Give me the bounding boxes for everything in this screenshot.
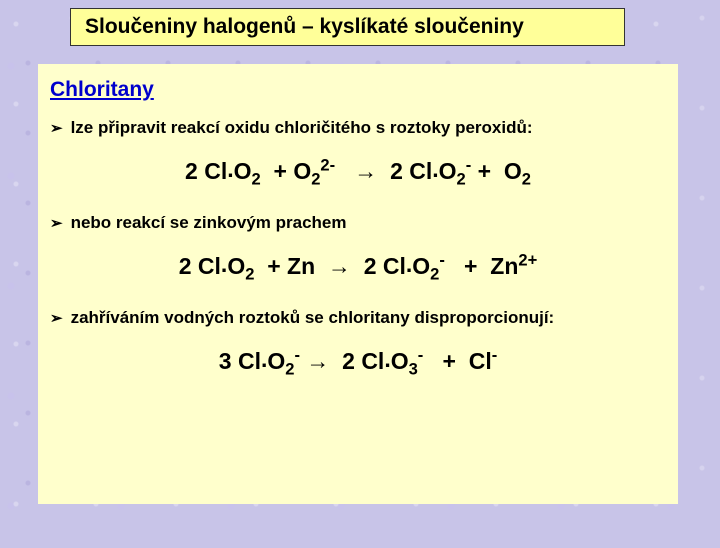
eq3-arrow: →	[306, 348, 329, 374]
equation-1: 2 Cl.O2 + O22- → 2 Cl.O2- + O2	[38, 158, 678, 185]
eq3-cl1: Cl	[238, 348, 261, 374]
eq1-lcoef1: 2	[185, 158, 198, 184]
eq2-dot2: .	[406, 251, 412, 277]
title-text: Sloučeniny halogenů – kyslíkaté sloučeni…	[85, 15, 524, 38]
eq3-cl2: Cl	[361, 348, 384, 374]
bullet-2-text: nebo reakcí se zinkovým prachem	[71, 213, 347, 233]
eq1-plus2: +	[478, 158, 491, 184]
eq1-sub3: 2	[457, 170, 466, 189]
eq2-o1: O	[227, 253, 245, 279]
equation-3: 3 Cl.O2- → 2 Cl.O3- + Cl-	[38, 348, 678, 375]
eq1-plus1: +	[273, 158, 286, 184]
eq1-sub4: 2	[522, 170, 531, 189]
eq2-cl2: Cl	[383, 253, 406, 279]
eq1-o3: O	[439, 158, 457, 184]
eq2-sub2: 2	[430, 265, 439, 284]
bullet-icon: ➢	[50, 118, 63, 140]
eq2-rcoef1: 2	[364, 253, 377, 279]
eq1-o4: O	[504, 158, 522, 184]
eq2-sub1: 2	[245, 265, 254, 284]
eq1-dot1: .	[227, 156, 233, 182]
bullet-icon: ➢	[50, 308, 63, 330]
eq1-sub1: 2	[252, 170, 261, 189]
bullet-3-text: zahříváním vodných roztoků se chloritany…	[71, 308, 555, 328]
eq3-sup3: -	[492, 345, 498, 364]
eq3-rcoef1: 2	[342, 348, 355, 374]
eq3-sup2: -	[418, 345, 424, 364]
eq1-sup3: -	[466, 155, 472, 174]
eq2-zn1: Zn	[287, 253, 315, 279]
bullet-1-text: lze připravit reakcí oxidu chloričitého …	[71, 118, 533, 138]
bullet-icon: ➢	[50, 213, 63, 235]
eq3-dot1: .	[261, 346, 267, 372]
bullet-2: ➢ nebo reakcí se zinkovým prachem	[50, 213, 678, 235]
eq2-dot1: .	[221, 251, 227, 277]
eq3-o2: O	[391, 348, 409, 374]
content-box: Chloritany ➢ lze připravit reakcí oxidu …	[38, 64, 678, 504]
eq2-cl1: Cl	[198, 253, 221, 279]
eq3-sub2: 3	[409, 360, 418, 379]
eq2-sup3: 2+	[518, 250, 537, 269]
eq1-dot2: .	[432, 156, 438, 182]
eq2-plus1: +	[267, 253, 280, 279]
title-box: Sloučeniny halogenů – kyslíkaté sloučeni…	[70, 8, 625, 46]
eq3-sup1: -	[294, 345, 300, 364]
eq2-zn2: Zn	[490, 253, 518, 279]
eq2-arrow: →	[328, 253, 351, 279]
eq3-dot2: .	[384, 346, 390, 372]
eq2-sup2: -	[439, 250, 445, 269]
subtitle: Chloritany	[50, 78, 678, 102]
eq1-rcoef1: 2	[390, 158, 403, 184]
eq2-lcoef1: 2	[179, 253, 192, 279]
eq1-o1: O	[234, 158, 252, 184]
eq1-cl2: Cl	[409, 158, 432, 184]
eq2-o2: O	[412, 253, 430, 279]
eq1-sup2: 2-	[320, 155, 335, 174]
eq1-arrow: →	[354, 158, 377, 184]
eq2-plus2: +	[464, 253, 477, 279]
eq3-lcoef1: 3	[219, 348, 232, 374]
bullet-3: ➢ zahříváním vodných roztoků se chlorita…	[50, 308, 678, 330]
eq3-cl3: Cl	[469, 348, 492, 374]
eq1-cl1: Cl	[204, 158, 227, 184]
eq3-o1: O	[267, 348, 285, 374]
eq3-plus: +	[442, 348, 455, 374]
equation-2: 2 Cl.O2 + Zn → 2 Cl.O2- + Zn2+	[38, 253, 678, 280]
eq1-o2: O	[293, 158, 311, 184]
bullet-1: ➢ lze připravit reakcí oxidu chloričitéh…	[50, 118, 678, 140]
